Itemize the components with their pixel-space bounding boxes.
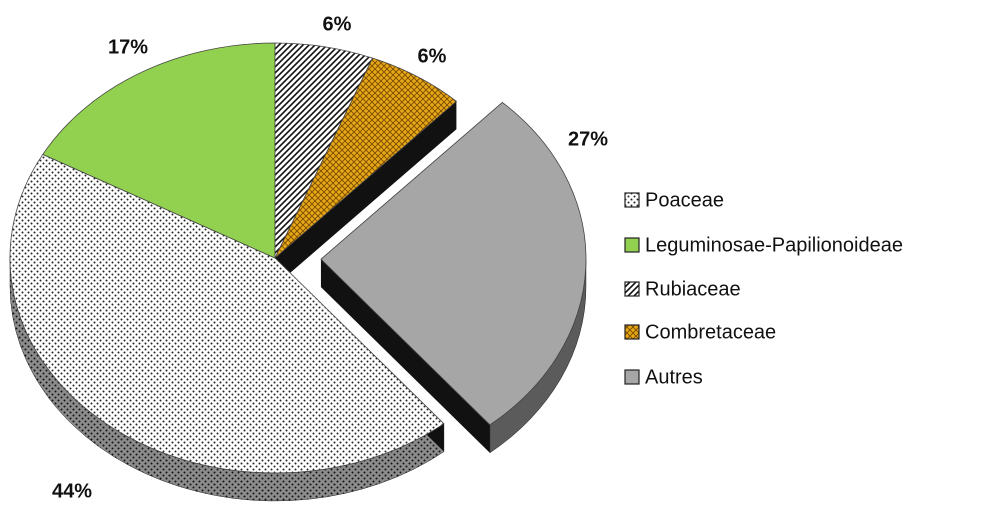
- slice: [9, 153, 445, 474]
- data-label: 17%: [108, 36, 148, 58]
- legend-swatch: [624, 237, 640, 253]
- legend-swatch: [624, 369, 640, 385]
- data-label: 27%: [568, 128, 608, 150]
- slice-wall: [320, 259, 490, 453]
- legend-label: Leguminosae-Papilionoideae: [645, 234, 903, 256]
- slice-side-shade: [10, 258, 444, 501]
- legend-swatch: [624, 324, 640, 340]
- slice: [42, 42, 276, 259]
- slice: [320, 101, 587, 426]
- legend-label: Rubiaceae: [645, 278, 741, 300]
- legend-swatch: [624, 192, 640, 208]
- slice-side-shade: [489, 259, 586, 453]
- legend-label: Poaceae: [645, 189, 724, 211]
- legend-label: Autres: [645, 366, 703, 388]
- data-label: 44%: [52, 480, 92, 502]
- legend-swatch: [624, 281, 640, 297]
- slice: [274, 57, 458, 259]
- data-label: 6%: [323, 13, 352, 35]
- legend-label: Combretaceae: [645, 321, 776, 343]
- slice-wall: [275, 101, 457, 286]
- data-label: 6%: [418, 45, 447, 67]
